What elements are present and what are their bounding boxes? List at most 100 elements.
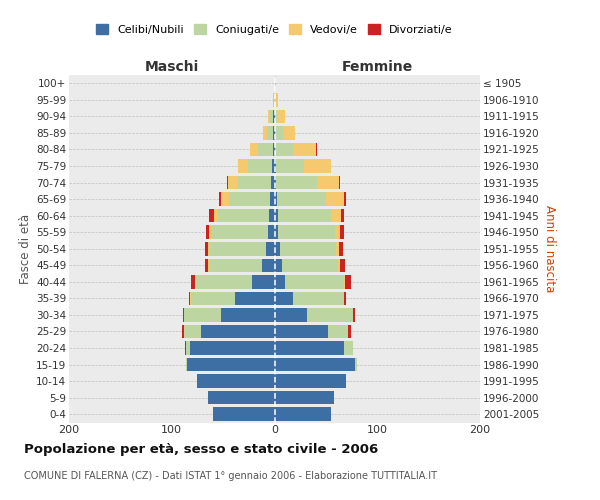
Bar bbox=[344, 192, 346, 206]
Bar bbox=[328, 324, 349, 338]
Bar bbox=[275, 226, 278, 239]
Bar bbox=[248, 159, 272, 173]
Bar bbox=[274, 126, 275, 140]
Bar bbox=[275, 358, 355, 372]
Bar bbox=[275, 242, 280, 256]
Bar bbox=[275, 308, 307, 322]
Bar bbox=[304, 159, 331, 173]
Bar bbox=[340, 258, 346, 272]
Bar bbox=[283, 126, 295, 140]
Bar bbox=[346, 275, 350, 288]
Bar bbox=[268, 226, 275, 239]
Bar bbox=[272, 159, 275, 173]
Text: Femmine: Femmine bbox=[341, 60, 413, 74]
Bar bbox=[191, 292, 235, 305]
Bar bbox=[275, 374, 346, 388]
Bar bbox=[275, 275, 285, 288]
Bar bbox=[221, 192, 229, 206]
Bar bbox=[269, 209, 275, 222]
Bar bbox=[274, 110, 275, 123]
Bar bbox=[277, 110, 285, 123]
Bar bbox=[262, 258, 275, 272]
Bar bbox=[206, 226, 209, 239]
Y-axis label: Fasce di età: Fasce di età bbox=[19, 214, 32, 284]
Bar bbox=[275, 258, 281, 272]
Bar bbox=[185, 342, 186, 355]
Bar bbox=[271, 176, 275, 190]
Bar bbox=[317, 176, 339, 190]
Bar bbox=[235, 292, 275, 305]
Bar bbox=[209, 226, 211, 239]
Bar bbox=[275, 209, 278, 222]
Bar bbox=[353, 308, 355, 322]
Bar bbox=[208, 391, 275, 404]
Bar bbox=[266, 242, 275, 256]
Bar bbox=[210, 242, 266, 256]
Bar bbox=[278, 209, 331, 222]
Bar bbox=[205, 242, 208, 256]
Bar bbox=[186, 342, 190, 355]
Bar bbox=[331, 209, 341, 222]
Bar bbox=[341, 209, 344, 222]
Bar bbox=[293, 142, 316, 156]
Bar bbox=[275, 126, 283, 140]
Bar bbox=[339, 242, 343, 256]
Bar bbox=[280, 242, 336, 256]
Bar bbox=[238, 159, 248, 173]
Bar bbox=[196, 275, 252, 288]
Bar bbox=[274, 142, 275, 156]
Bar bbox=[221, 308, 275, 322]
Bar bbox=[218, 209, 269, 222]
Bar bbox=[277, 192, 326, 206]
Bar bbox=[182, 324, 184, 338]
Bar bbox=[275, 292, 293, 305]
Bar bbox=[191, 275, 196, 288]
Bar bbox=[275, 110, 277, 123]
Bar bbox=[205, 258, 208, 272]
Bar bbox=[349, 324, 350, 338]
Bar bbox=[336, 242, 339, 256]
Bar bbox=[275, 391, 334, 404]
Bar bbox=[355, 358, 356, 372]
Bar bbox=[250, 142, 258, 156]
Bar bbox=[190, 292, 191, 305]
Bar bbox=[184, 324, 200, 338]
Bar bbox=[307, 308, 353, 322]
Bar bbox=[189, 292, 190, 305]
Bar bbox=[183, 308, 184, 322]
Text: Maschi: Maschi bbox=[145, 60, 199, 74]
Bar bbox=[229, 192, 271, 206]
Text: Popolazione per età, sesso e stato civile - 2006: Popolazione per età, sesso e stato civil… bbox=[24, 442, 378, 456]
Bar bbox=[200, 324, 275, 338]
Bar bbox=[275, 408, 331, 421]
Bar bbox=[268, 110, 271, 123]
Bar bbox=[271, 192, 275, 206]
Bar bbox=[275, 176, 317, 190]
Bar bbox=[209, 209, 214, 222]
Bar bbox=[238, 176, 271, 190]
Bar bbox=[268, 126, 274, 140]
Bar bbox=[197, 374, 275, 388]
Bar bbox=[275, 93, 278, 106]
Bar bbox=[285, 275, 344, 288]
Bar bbox=[339, 176, 340, 190]
Bar bbox=[227, 176, 228, 190]
Bar bbox=[340, 226, 344, 239]
Bar bbox=[209, 258, 262, 272]
Bar bbox=[190, 342, 275, 355]
Bar bbox=[278, 226, 335, 239]
Bar bbox=[281, 258, 338, 272]
Bar bbox=[219, 192, 221, 206]
Bar bbox=[211, 226, 268, 239]
Legend: Celibi/Nubili, Coniugati/e, Vedovi/e, Divorziati/e: Celibi/Nubili, Coniugati/e, Vedovi/e, Di… bbox=[92, 20, 457, 39]
Bar bbox=[184, 308, 221, 322]
Bar bbox=[274, 93, 275, 106]
Bar bbox=[186, 358, 187, 372]
Bar bbox=[335, 226, 340, 239]
Bar bbox=[228, 176, 238, 190]
Bar bbox=[213, 408, 275, 421]
Y-axis label: Anni di nascita: Anni di nascita bbox=[543, 205, 556, 292]
Bar bbox=[275, 342, 344, 355]
Bar bbox=[271, 110, 274, 123]
Bar bbox=[252, 275, 275, 288]
